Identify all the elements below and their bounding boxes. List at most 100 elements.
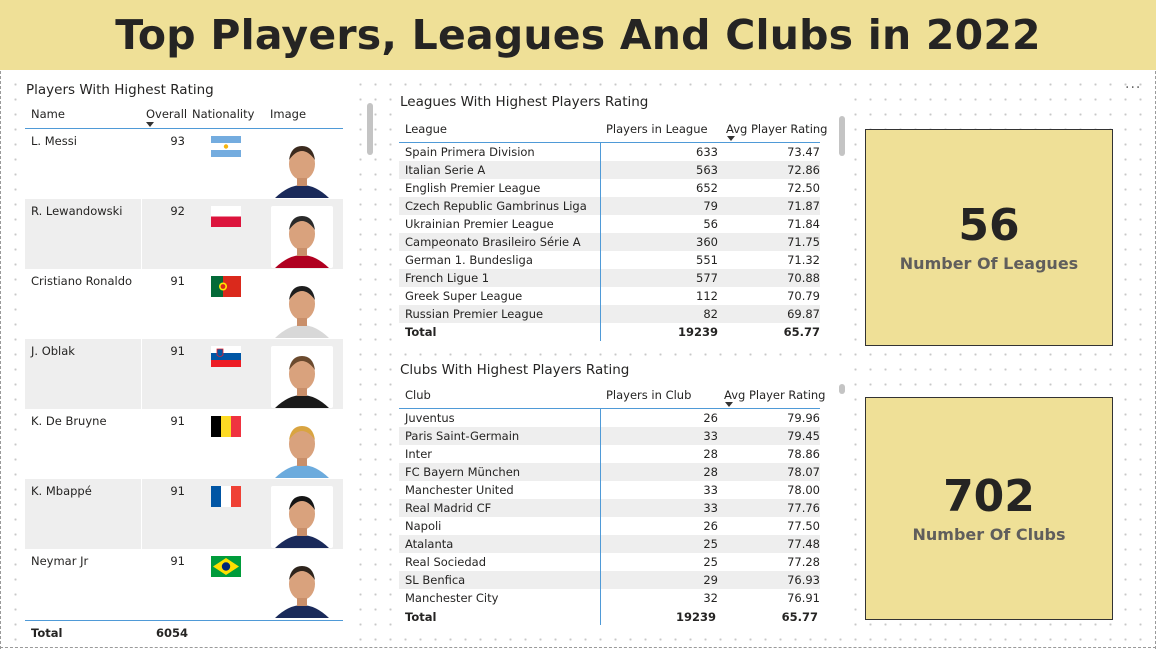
row-players: 563 (696, 163, 718, 177)
row-avg-rating: 77.50 (787, 519, 820, 533)
cell-separator (141, 549, 142, 619)
players-table[interactable]: Players With Highest Rating Name Overall… (25, 79, 373, 645)
table-row[interactable]: Ukrainian Premier League 56 71.84 (399, 215, 820, 233)
total-players-value: 19239 (677, 325, 718, 339)
clubs-table-title: Clubs With Highest Players Rating (400, 362, 630, 378)
table-row[interactable]: Greek Super League 112 70.79 (399, 287, 820, 305)
player-overall: 93 (170, 134, 185, 148)
column-header-image[interactable]: Image (270, 107, 307, 121)
row-name: SL Benfica (405, 573, 466, 587)
portugal-flag-icon (211, 276, 241, 297)
row-name: Manchester United (405, 483, 514, 497)
player-photo (271, 276, 333, 338)
sort-desc-icon[interactable] (146, 122, 154, 127)
poland-flag-icon (211, 206, 241, 227)
leagues-table-title: Leagues With Highest Players Rating (400, 94, 649, 110)
clubs-table-scrollbar[interactable] (839, 384, 845, 394)
player-photo (271, 136, 333, 198)
column-header-league[interactable]: League (405, 122, 447, 136)
table-row[interactable]: SL Benfica 29 76.93 (399, 571, 820, 589)
clubs-table-total-row: Total 19239 65.77 (399, 608, 820, 626)
column-divider (600, 143, 601, 341)
table-row[interactable]: Atalanta 25 77.48 (399, 535, 820, 553)
sort-desc-icon[interactable] (727, 136, 735, 141)
table-row[interactable]: Juventus 26 79.96 (399, 409, 820, 427)
number-of-leagues-card[interactable]: 56 Number Of Leagues (865, 129, 1113, 346)
column-header-players-in-league[interactable]: Players in League (606, 122, 708, 136)
row-players: 551 (696, 253, 718, 267)
table-row[interactable]: German 1. Bundesliga 551 71.32 (399, 251, 820, 269)
row-avg-rating: 79.96 (787, 411, 820, 425)
row-players: 633 (696, 145, 718, 159)
row-players: 33 (703, 501, 718, 515)
row-players: 112 (696, 289, 718, 303)
table-row[interactable]: L. Messi 93 (25, 129, 343, 199)
cell-separator (141, 199, 142, 269)
row-players: 360 (696, 235, 718, 249)
row-avg-rating: 73.47 (787, 145, 820, 159)
table-row[interactable]: Russian Premier League 82 69.87 (399, 305, 820, 323)
table-row[interactable]: Campeonato Brasileiro Série A 360 71.75 (399, 233, 820, 251)
row-avg-rating: 78.00 (787, 483, 820, 497)
row-avg-rating: 77.48 (787, 537, 820, 551)
table-row[interactable]: Real Madrid CF 33 77.76 (399, 499, 820, 517)
table-row[interactable]: J. Oblak 91 (25, 339, 343, 409)
table-row[interactable]: Czech Republic Gambrinus Liga 79 71.87 (399, 197, 820, 215)
leagues-table[interactable]: Leagues With Highest Players Rating Leag… (399, 92, 849, 342)
column-header-overall[interactable]: Overall (146, 107, 188, 121)
player-name: J. Oblak (31, 344, 75, 358)
row-name: Real Sociedad (405, 555, 487, 569)
table-row[interactable]: K. Mbappé 91 (25, 479, 343, 549)
player-name: L. Messi (31, 134, 77, 148)
table-row[interactable]: Italian Serie A 563 72.86 (399, 161, 820, 179)
sort-desc-icon[interactable] (725, 402, 733, 407)
table-row[interactable]: Spain Primera Division 633 73.47 (399, 143, 820, 161)
leagues-table-scrollbar[interactable] (839, 116, 845, 156)
column-header-avg-player-rating[interactable]: Avg Player Rating (724, 388, 826, 402)
report-title: Top Players, Leagues And Clubs in 2022 (115, 11, 1041, 59)
column-header-name[interactable]: Name (31, 107, 65, 121)
player-photo (271, 416, 333, 478)
cell-separator (141, 129, 142, 199)
table-row[interactable]: French Ligue 1 577 70.88 (399, 269, 820, 287)
table-row[interactable]: Napoli 26 77.50 (399, 517, 820, 535)
table-row[interactable]: Real Sociedad 25 77.28 (399, 553, 820, 571)
table-row[interactable]: FC Bayern München 28 78.07 (399, 463, 820, 481)
table-row[interactable]: Inter 28 78.86 (399, 445, 820, 463)
total-overall-value: 6054 (156, 626, 189, 640)
canvas-border-bottom (0, 646, 1156, 648)
row-players: 56 (703, 217, 718, 231)
table-row[interactable]: Paris Saint-Germain 33 79.45 (399, 427, 820, 445)
player-name: K. Mbappé (31, 484, 92, 498)
column-header-players-in-club[interactable]: Players in Club (606, 388, 692, 402)
row-players: 26 (703, 411, 718, 425)
row-name: Russian Premier League (405, 307, 544, 321)
column-header-avg-player-rating[interactable]: Avg Player Rating (726, 122, 828, 136)
row-players: 28 (703, 465, 718, 479)
more-options-icon[interactable]: ··· (1125, 80, 1142, 96)
column-header-club[interactable]: Club (405, 388, 431, 402)
row-avg-rating: 72.50 (787, 181, 820, 195)
total-label: Total (405, 610, 437, 624)
card-label: Number Of Clubs (912, 525, 1066, 544)
player-overall: 92 (170, 204, 185, 218)
table-row[interactable]: Cristiano Ronaldo 91 (25, 269, 343, 339)
row-players: 25 (703, 555, 718, 569)
table-row[interactable]: Neymar Jr 91 (25, 549, 343, 619)
player-overall: 91 (170, 554, 185, 568)
players-table-scrollbar[interactable] (367, 103, 373, 155)
column-header-nationality[interactable]: Nationality (192, 107, 255, 121)
table-row[interactable]: Manchester United 33 78.00 (399, 481, 820, 499)
clubs-table[interactable]: Clubs With Highest Players Rating Club P… (399, 360, 849, 630)
table-row[interactable]: R. Lewandowski 92 (25, 199, 343, 269)
total-avg-value: 65.77 (783, 325, 820, 339)
players-table-header: Name Overall Nationality Image (25, 105, 343, 129)
row-players: 82 (703, 307, 718, 321)
row-name: French Ligue 1 (405, 271, 490, 285)
table-row[interactable]: K. De Bruyne 91 (25, 409, 343, 479)
player-photo (271, 556, 333, 618)
leagues-table-header: League Players in League Avg Player Rati… (399, 113, 827, 143)
table-row[interactable]: English Premier League 652 72.50 (399, 179, 820, 197)
table-row[interactable]: Manchester City 32 76.91 (399, 589, 820, 607)
number-of-clubs-card[interactable]: 702 Number Of Clubs (865, 397, 1113, 620)
